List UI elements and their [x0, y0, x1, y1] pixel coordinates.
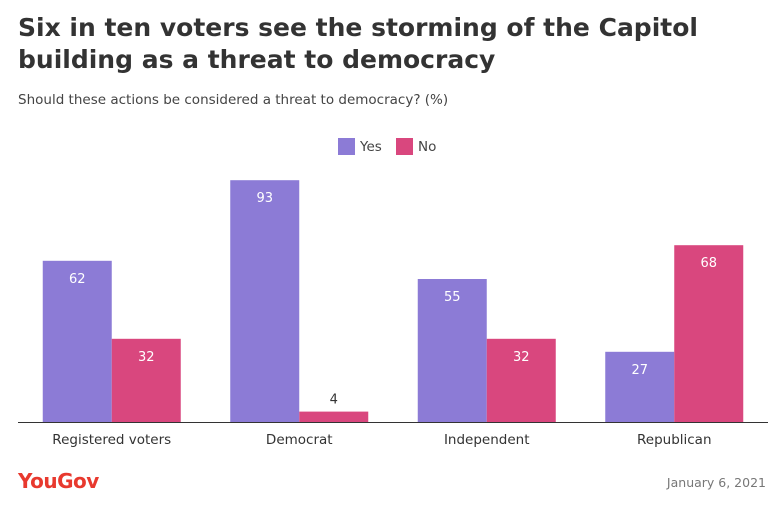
data-label-no-0: 32: [138, 350, 155, 365]
bar-yes-2: [417, 279, 487, 422]
bar-yes-1: [230, 180, 300, 422]
chart-title: Six in ten voters see the storming of th…: [18, 13, 698, 74]
chart-subtitle: Should these actions be considered a thr…: [18, 92, 449, 108]
data-label-yes-2: 55: [444, 290, 461, 305]
x-tick-label-1: Democrat: [266, 432, 333, 448]
legend-swatch-yes: [338, 138, 355, 155]
legend-swatch-no: [396, 138, 413, 155]
data-label-yes-0: 62: [69, 272, 86, 287]
bar-no-2: [486, 338, 556, 422]
x-tick-label-0: Registered voters: [52, 432, 171, 448]
bar-yes-3: [605, 351, 675, 422]
legend-item-yes: Yes: [338, 138, 382, 155]
bar-no-1: [299, 411, 369, 422]
x-tick-label-2: Independent: [444, 432, 530, 448]
bar-chart: 62 32 Registered voters 93 4 Democrat 55 32 Inde…: [18, 180, 768, 448]
bar-yes-0: [42, 260, 112, 422]
x-tick-label-3: Republican: [637, 432, 712, 448]
data-label-yes-1: 93: [256, 191, 273, 206]
data-label-no-1: 4: [330, 393, 338, 408]
publication-date: January 6, 2021: [666, 475, 766, 490]
legend: Yes No: [0, 138, 778, 158]
legend-label-yes: Yes: [360, 138, 382, 155]
yougov-logo: YouGov: [18, 469, 99, 493]
data-label-no-2: 32: [513, 350, 530, 365]
bar-no-3: [674, 245, 744, 422]
legend-item-no: No: [396, 138, 436, 155]
data-label-yes-3: 27: [631, 363, 648, 378]
data-label-no-3: 68: [700, 256, 717, 271]
bar-no-0: [111, 338, 181, 422]
legend-label-no: No: [418, 138, 437, 155]
